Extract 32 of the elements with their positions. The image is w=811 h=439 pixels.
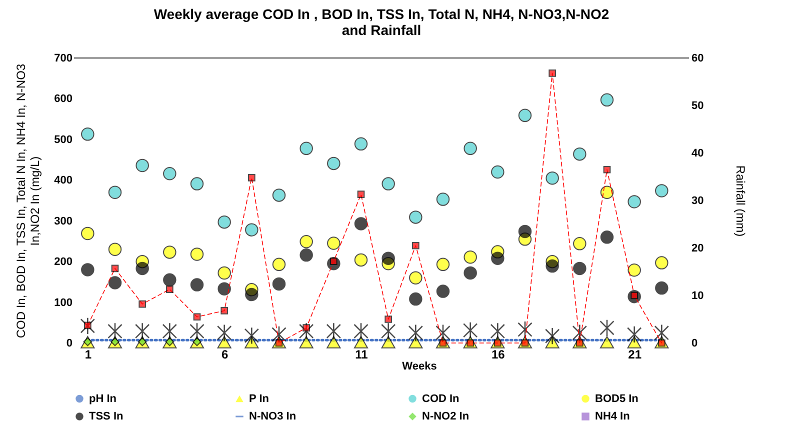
legend-label: P In (249, 392, 270, 405)
y-tick-label: 0 (66, 338, 72, 350)
legend-label: TSS In (89, 410, 124, 422)
y2-tick-label: 30 (692, 195, 704, 207)
legend-label: NH4 In (595, 410, 630, 422)
y2-axis-title: Rainfall (mm) (734, 165, 748, 237)
y-tick-label: 600 (54, 93, 72, 106)
y-tick-label: 200 (54, 256, 72, 268)
legend-label: N-NO2 In (422, 410, 470, 422)
chart-title: Weekly average COD In , BOD In, TSS In, Total N, NH4, N-NO3,N-NO2 and Rainfall (154, 6, 610, 38)
y2-tick-label: 0 (692, 338, 698, 350)
legend-label: COD In (422, 392, 460, 405)
y-axis-title: COD In, BOD In, TSS In, Total N In, NH4 In, N-NO3 In,NO2 In (mg/L) (14, 64, 42, 338)
x-tick-label: 6 (221, 348, 228, 362)
y-tick-label: 300 (54, 215, 72, 228)
y-tick-label: 400 (54, 174, 72, 187)
x-tick-label: 16 (491, 348, 506, 362)
x-tick-label: 11 (355, 348, 368, 362)
x-tick-label: 1 (84, 348, 92, 362)
y-tick-label: 100 (54, 296, 72, 309)
y2-tick-label: 40 (692, 148, 704, 160)
y2-tick-label: 10 (692, 290, 704, 302)
y2-tick-label: 60 (692, 52, 704, 64)
legend-label: pH In (89, 392, 117, 405)
y2-tick-label: 50 (692, 100, 704, 112)
y-tick-label: 700 (54, 52, 72, 64)
x-tick-label: 21 (628, 348, 642, 362)
legend-label: N-NO3 In (249, 410, 296, 422)
y-tick-label: 500 (54, 134, 72, 146)
y2-tick-label: 20 (692, 242, 704, 254)
legend-label: BOD5 In (595, 392, 639, 405)
x-axis-title: Weeks (402, 360, 437, 372)
